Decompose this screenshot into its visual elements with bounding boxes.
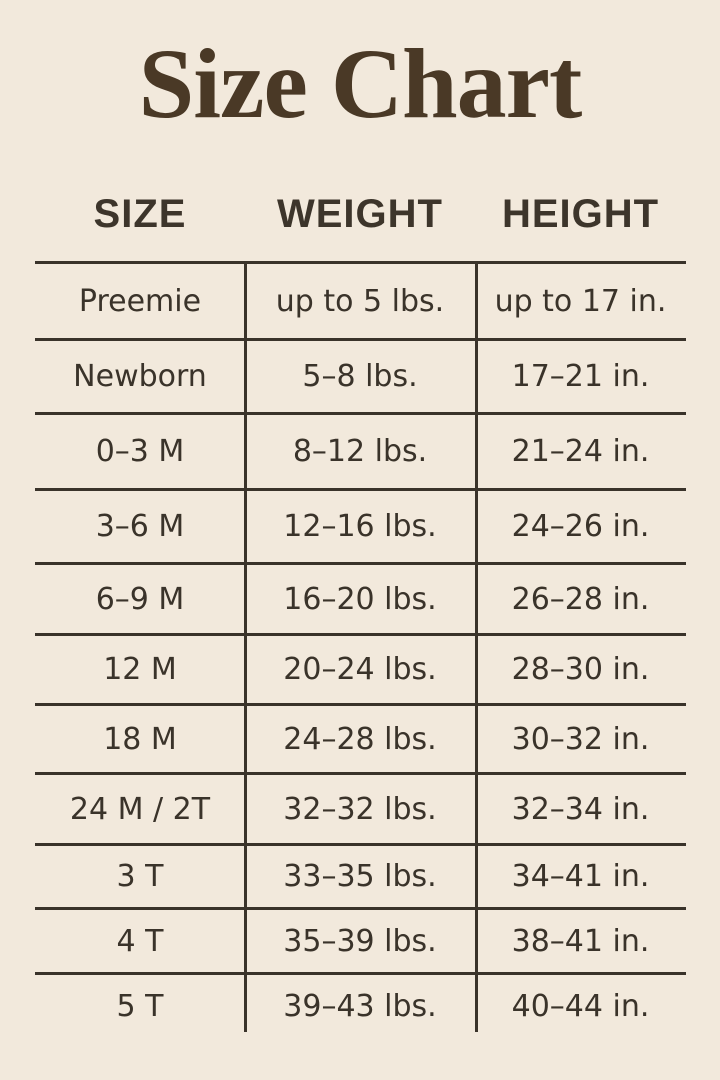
column-divider	[475, 261, 478, 1032]
table-row: 0–3 M 8–12 lbs. 21–24 in.	[35, 412, 686, 488]
table-row: 3 T 33–35 lbs. 34–41 in.	[35, 843, 686, 907]
weight-cell: up to 5 lbs.	[275, 283, 445, 319]
table-row: 6–9 M 16–20 lbs. 26–28 in.	[35, 562, 686, 633]
table-row: 3–6 M 12–16 lbs. 24–26 in.	[35, 488, 686, 562]
height-cell: 17–21 in.	[511, 359, 650, 394]
weight-cell: 33–35 lbs.	[283, 859, 437, 894]
height-cell: up to 17 in.	[494, 283, 667, 319]
size-cell: 4 T	[116, 923, 164, 959]
table-row: Newborn 5–8 lbs. 17–21 in.	[35, 338, 686, 412]
table-row: 18 M 24–28 lbs. 30–32 in.	[35, 703, 686, 772]
weight-cell: 5–8 lbs.	[302, 359, 418, 394]
size-cell: Newborn	[73, 359, 207, 394]
weight-cell: 20–24 lbs.	[283, 652, 437, 687]
column-header-weight: WEIGHT	[277, 191, 443, 236]
table-row: Preemie up to 5 lbs. up to 17 in.	[35, 261, 686, 338]
column-header-height: HEIGHT	[501, 191, 660, 236]
weight-cell: 32–32 lbs.	[283, 791, 437, 827]
height-cell: 26–28 in.	[511, 581, 650, 617]
table-row: 24 M / 2T 32–32 lbs. 32–34 in.	[35, 772, 686, 843]
size-cell: 3 T	[116, 859, 164, 894]
height-cell: 28–30 in.	[511, 652, 650, 687]
page-title: Size Chart	[138, 28, 583, 139]
size-cell: 12 M	[103, 652, 177, 687]
column-divider	[244, 261, 247, 1032]
size-cell: 18 M	[103, 721, 177, 757]
height-cell: 24–26 in.	[511, 509, 650, 544]
height-cell: 21–24 in.	[511, 434, 650, 469]
weight-cell: 8–12 lbs.	[292, 434, 428, 469]
column-header-size: SIZE	[93, 191, 187, 236]
height-cell: 34–41 in.	[511, 859, 650, 894]
weight-cell: 35–39 lbs.	[283, 923, 437, 959]
height-cell: 40–44 in.	[511, 988, 650, 1024]
table-row: 4 T 35–39 lbs. 38–41 in.	[35, 907, 686, 972]
size-cell: 0–3 M	[95, 434, 185, 469]
size-cell: Preemie	[78, 283, 202, 319]
size-table: Preemie up to 5 lbs. up to 17 in. Newbor…	[35, 261, 686, 1037]
weight-cell: 24–28 lbs.	[283, 721, 437, 757]
height-cell: 30–32 in.	[511, 721, 650, 757]
table-row: 12 M 20–24 lbs. 28–30 in.	[35, 633, 686, 703]
size-cell: 5 T	[116, 988, 164, 1024]
weight-cell: 39–43 lbs.	[283, 988, 437, 1024]
height-cell: 32–34 in.	[511, 791, 650, 827]
size-cell: 3–6 M	[95, 509, 185, 544]
size-cell: 6–9 M	[95, 581, 185, 617]
size-cell: 24 M / 2T	[69, 791, 211, 827]
table-row: 5 T 39–43 lbs. 40–44 in.	[35, 972, 686, 1037]
weight-cell: 12–16 lbs.	[283, 509, 437, 544]
weight-cell: 16–20 lbs.	[283, 581, 437, 617]
height-cell: 38–41 in.	[511, 923, 650, 959]
table-header-row: SIZE WEIGHT HEIGHT	[35, 192, 686, 236]
